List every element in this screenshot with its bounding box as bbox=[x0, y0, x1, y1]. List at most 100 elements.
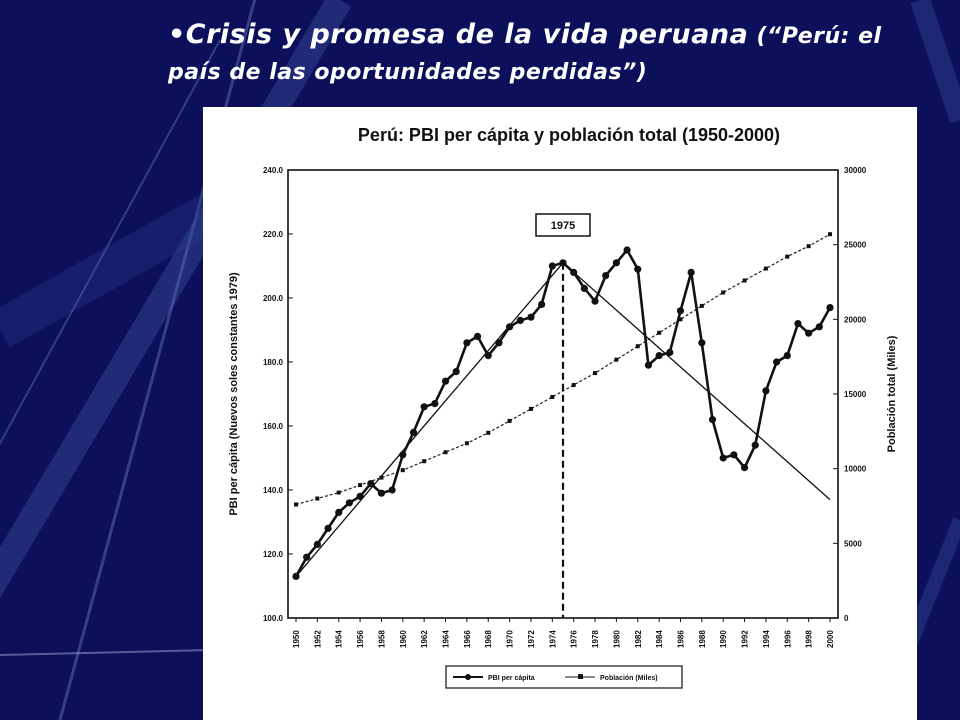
pbi-point bbox=[666, 348, 674, 356]
slide-title-main: •Crisis y promesa de la vida peruana bbox=[168, 19, 749, 50]
legend-pbi-label: PBI per cápita bbox=[488, 675, 535, 682]
pbi-point bbox=[345, 499, 353, 507]
poblacion-point bbox=[593, 371, 598, 376]
y-tick-label: 120.0 bbox=[263, 550, 284, 559]
x-tick-label: 1992 bbox=[741, 630, 750, 648]
x-tick-label: 1958 bbox=[377, 630, 386, 648]
series-pbi bbox=[292, 246, 834, 580]
y-tick-label: 180.0 bbox=[263, 358, 284, 367]
poblacion-point bbox=[763, 266, 768, 271]
legend: PBI per cápita Población (Miles) bbox=[445, 665, 683, 689]
pbi-point bbox=[506, 323, 514, 331]
x-tick-label: 1970 bbox=[506, 630, 515, 648]
poblacion-point bbox=[828, 232, 832, 237]
pbi-point bbox=[708, 416, 717, 424]
pbi-point bbox=[559, 259, 567, 267]
x-tick-label: 1988 bbox=[698, 630, 707, 648]
series-poblacion bbox=[294, 232, 832, 507]
pbi-point bbox=[516, 316, 524, 324]
poblacion-point bbox=[742, 278, 747, 283]
pbi-point bbox=[773, 358, 781, 366]
x-tick-label: 1954 bbox=[335, 630, 344, 648]
pbi-point bbox=[805, 329, 813, 337]
x-tick-label: 1982 bbox=[634, 630, 643, 648]
pbi-point bbox=[484, 352, 492, 360]
pbi-point bbox=[377, 489, 386, 497]
pbi-point bbox=[698, 339, 706, 347]
y2-tick-label: 25000 bbox=[844, 241, 867, 250]
legend-pop-marker bbox=[578, 674, 583, 679]
legend-pop-label: Población (Miles) bbox=[600, 675, 658, 682]
pbi-point bbox=[409, 428, 418, 436]
x-tick-label: 1978 bbox=[591, 630, 600, 648]
y2-ticks: 0 5000 10000 15000 20000 25000 30000 bbox=[833, 166, 867, 623]
poblacion-point bbox=[486, 430, 491, 435]
poblacion-point bbox=[379, 475, 384, 480]
pbi-point bbox=[783, 352, 791, 360]
y2-tick-label: 15000 bbox=[844, 390, 867, 399]
pbi-point bbox=[313, 540, 321, 548]
poblacion-point bbox=[571, 383, 576, 388]
poblacion-point bbox=[528, 406, 533, 411]
poblacion-point bbox=[400, 468, 405, 473]
poblacion-point bbox=[785, 254, 790, 259]
poblacion-point bbox=[358, 483, 363, 488]
chart-svg: Perú: PBI per cápita y población total (… bbox=[228, 125, 898, 689]
y2-tick-label: 0 bbox=[844, 614, 849, 623]
x-tick-label: 1994 bbox=[762, 630, 771, 648]
x-tick-label: 1962 bbox=[420, 630, 429, 648]
slide-title-sub: (“Perú: el país de las oportunidades per… bbox=[168, 24, 882, 85]
pbi-point bbox=[676, 307, 685, 315]
x-tick-label: 1986 bbox=[676, 630, 685, 648]
pbi-point bbox=[420, 403, 428, 411]
poblacion-point bbox=[699, 303, 704, 308]
pbi-point bbox=[356, 492, 364, 500]
pbi-point bbox=[303, 553, 311, 561]
pbi-point bbox=[324, 524, 332, 532]
x-tick-label: 1974 bbox=[548, 630, 557, 648]
y-tick-label: 140.0 bbox=[263, 486, 284, 495]
y2-tick-label: 10000 bbox=[844, 465, 867, 474]
x-ticks: 1950 1952 1954 1956 1958 1960 1962 1964 1966 1968… bbox=[292, 618, 835, 648]
x-tick-label: 1976 bbox=[570, 630, 579, 648]
pbi-point bbox=[634, 265, 642, 273]
pbi-point bbox=[655, 352, 663, 360]
pbi-point bbox=[730, 451, 738, 459]
poblacion-point bbox=[550, 394, 555, 399]
annotation-1975: 1975 bbox=[535, 213, 591, 618]
pbi-point bbox=[612, 259, 620, 267]
pbi-point bbox=[826, 304, 834, 312]
poblacion-point bbox=[443, 450, 448, 455]
y-ticks: 100.0 120.0 140.0 160.0 180.0 200.0 220.0 240.0 bbox=[263, 166, 293, 623]
annotation-box bbox=[535, 213, 591, 237]
pbi-point bbox=[441, 377, 450, 385]
pbi-point bbox=[431, 400, 439, 408]
x-tick-label: 1990 bbox=[719, 630, 728, 648]
pbi-point bbox=[762, 387, 770, 395]
poblacion-point bbox=[507, 418, 512, 423]
chart-title: Perú: PBI per cápita y población total (… bbox=[358, 125, 780, 145]
pbi-point bbox=[495, 339, 503, 347]
x-tick-label: 1960 bbox=[399, 630, 408, 648]
pbi-point bbox=[815, 323, 823, 331]
pbi-point bbox=[687, 268, 695, 276]
pbi-point bbox=[548, 262, 556, 270]
poblacion-point bbox=[315, 496, 320, 501]
x-tick-label: 1972 bbox=[527, 630, 536, 648]
poblacion-point bbox=[678, 317, 683, 322]
x-tick-label: 1968 bbox=[484, 630, 493, 648]
x-tick-label: 1998 bbox=[805, 630, 814, 648]
pbi-point bbox=[751, 441, 759, 449]
poblacion-line bbox=[295, 233, 831, 506]
y2-tick-label: 5000 bbox=[844, 539, 862, 548]
trend-lines bbox=[295, 262, 831, 577]
pbi-point bbox=[740, 464, 749, 472]
x-tick-label: 1996 bbox=[783, 630, 792, 648]
y2-tick-label: 30000 bbox=[844, 166, 867, 175]
y-tick-label: 100.0 bbox=[263, 614, 284, 623]
pbi-point bbox=[580, 284, 588, 292]
pbi-point bbox=[452, 368, 460, 376]
x-tick-label: 1984 bbox=[655, 630, 664, 648]
x-tick-label: 1966 bbox=[463, 630, 472, 648]
y2-axis-label: Población total (Miles) bbox=[886, 335, 898, 452]
